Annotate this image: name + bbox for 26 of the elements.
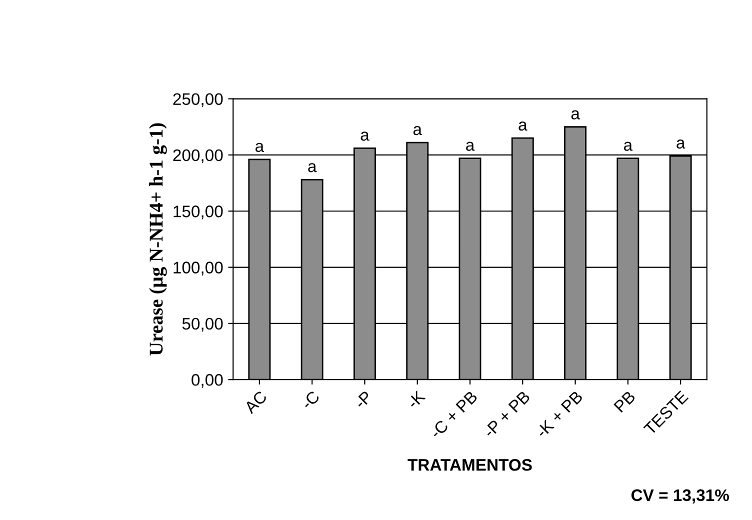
x-tick-label: -K — [406, 390, 426, 410]
x-tick-label: -P + PB — [482, 390, 531, 438]
data-label: a — [676, 139, 686, 149]
x-tick-label: -K + PB — [535, 390, 584, 438]
data-label: a — [518, 122, 528, 131]
data-label: a — [360, 132, 370, 141]
y-axis-title: Urease (µg N-NH4+ h-1 g-1) — [149, 123, 167, 356]
x-tick-label: AC — [243, 390, 268, 414]
data-label: a — [256, 142, 264, 152]
data-label: a — [308, 163, 317, 172]
data-label: a — [466, 142, 475, 151]
y-tick-label: 250,00 — [173, 93, 223, 107]
x-tick-label: -C + PB — [429, 390, 478, 440]
data-label: a — [624, 142, 633, 151]
x-tick-label: -C — [300, 390, 320, 410]
x-tick-label: -P — [354, 390, 373, 410]
text: CV = 13,31% — [631, 489, 729, 504]
y-tick-label: 200,00 — [173, 149, 223, 164]
data-label: a — [413, 126, 422, 136]
x-tick-label: PB — [614, 390, 636, 413]
y-tick-label: 0,00 — [192, 374, 223, 388]
x-axis-title: TRATAMENTOS — [408, 459, 532, 471]
y-tick-label: 150,00 — [174, 206, 223, 220]
data-label: a — [571, 110, 580, 120]
y-tick-label: 50,00 — [182, 318, 223, 332]
y-tick-label: 100,00 — [174, 262, 223, 276]
